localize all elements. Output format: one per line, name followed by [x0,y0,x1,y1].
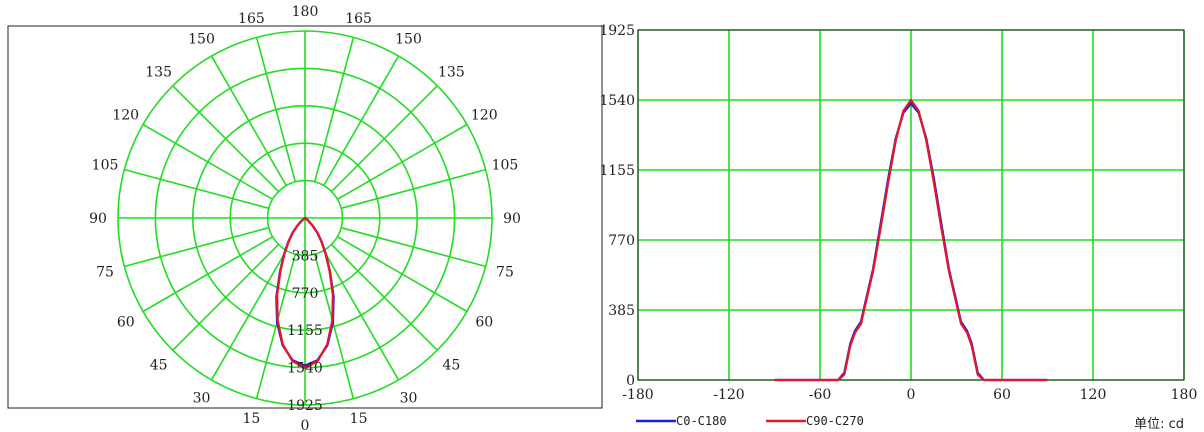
cartesian-plot-frame [637,29,1185,381]
polar-angle-label-left: 45 [150,357,168,373]
polar-grid [117,30,493,406]
polar-angle-label-left: 30 [193,390,211,406]
polar-angle-label-left: 165 [238,11,265,27]
legend-item-c0-c180: C0-C180 [636,414,727,428]
cartesian-intensity-chart: -180 -120 -60 0 60 120 180 0 385 770 1155 1540 1925 [599,23,1197,403]
cartesian-tick-labels: -180 -120 -60 0 60 120 180 0 385 770 1155 1540 1925 [599,23,1197,403]
cartesian-curves [774,98,1048,382]
legend-label-c0-c180: C0-C180 [676,414,727,428]
polar-grid-spoke [172,243,280,351]
polar-radial-label: 1540 [287,361,323,377]
polar-angle-label-right: 150 [395,32,422,48]
polar-grid-spoke [336,123,468,200]
polar-grid-spoke [313,37,355,183]
polar-grid-spoke [313,253,355,399]
y-tick-label: 1540 [599,93,635,109]
y-tick-label: 1925 [599,23,635,39]
polar-grid-spoke [340,226,486,268]
polar-grid-spoke [330,243,438,351]
polar-angle-label-left: 120 [112,108,139,124]
polar-grid-spoke [142,236,274,313]
polar-angle-label-left: 15 [243,411,261,427]
polar-labels: 0 15 30 45 60 75 90 105 120 135 150 165 180 15 30 45 60 7… [89,4,521,432]
polar-angle-label-left: 150 [188,32,215,48]
polar-curves [275,216,335,369]
polar-grid-spoke [330,85,438,193]
polar-grid-spoke [323,55,400,187]
x-tick-label: 120 [1080,387,1107,403]
polar-intensity-chart: 0 15 30 45 60 75 90 105 120 135 150 165 180 15 30 45 60 7… [7,4,603,432]
legend-item-c90-c270: C90-C270 [766,414,864,428]
polar-grid-spoke [336,236,468,313]
polar-grid-spoke [340,168,486,210]
x-tick-label: -120 [713,387,744,403]
polar-angle-label-right: 75 [496,265,514,281]
polar-angle-label-right: 45 [442,357,460,373]
polar-radial-label: 1155 [287,323,323,339]
y-tick-label: 385 [608,303,635,319]
polar-angle-label-left: 180 [292,4,319,20]
x-tick-label: 180 [1171,387,1198,403]
legend-label-c90-c270: C90-C270 [806,414,864,428]
polar-angle-label-right: 105 [492,157,519,173]
polar-grid-spoke [255,253,297,399]
x-tick-label: -180 [622,387,653,403]
polar-grid-spoke [124,168,270,210]
polar-grid-spoke [323,249,400,381]
polar-grid-spoke [210,55,287,187]
polar-radial-label: 385 [292,248,319,264]
line-series-c90-c270 [774,98,1048,382]
polar-grid-spoke [142,123,274,200]
polar-angle-label-right: 30 [400,390,418,406]
polar-chart-frame [7,25,603,409]
polar-radial-label: 770 [292,286,319,302]
polar-grid-spoke [210,249,287,381]
polar-angle-label-right: 90 [503,211,521,227]
polar-angle-label-right: 165 [345,11,372,27]
x-tick-label: -60 [809,387,832,403]
polar-angle-label-right: 60 [475,315,493,331]
y-tick-label: 0 [626,373,635,389]
polar-angle-label-left: 105 [92,157,119,173]
polar-angle-label-left: 60 [117,315,135,331]
y-tick-label: 770 [608,233,635,249]
y-tick-label: 1155 [599,163,635,179]
polar-grid-spoke [255,37,297,183]
polar-angle-label-right: 135 [438,65,465,81]
polar-grid-spoke [172,85,280,193]
polar-series-c90-c270 [275,216,335,369]
polar-angle-label-left: 90 [89,211,107,227]
polar-angle-label-left: 0 [301,418,310,432]
polar-radial-label: 1925 [287,398,323,414]
polar-angle-label-left: 75 [96,265,114,281]
polar-grid-spoke [124,226,270,268]
cartesian-grid [637,29,1185,381]
polar-angle-label-right: 120 [471,108,498,124]
x-tick-label: 60 [993,387,1011,403]
x-tick-label: 0 [907,387,916,403]
polar-angle-label-right: 15 [350,411,368,427]
polar-angle-label-left: 135 [145,65,172,81]
unit-label: 单位: cd [1134,417,1184,432]
legend: C0-C180 C90-C270 [636,414,864,428]
